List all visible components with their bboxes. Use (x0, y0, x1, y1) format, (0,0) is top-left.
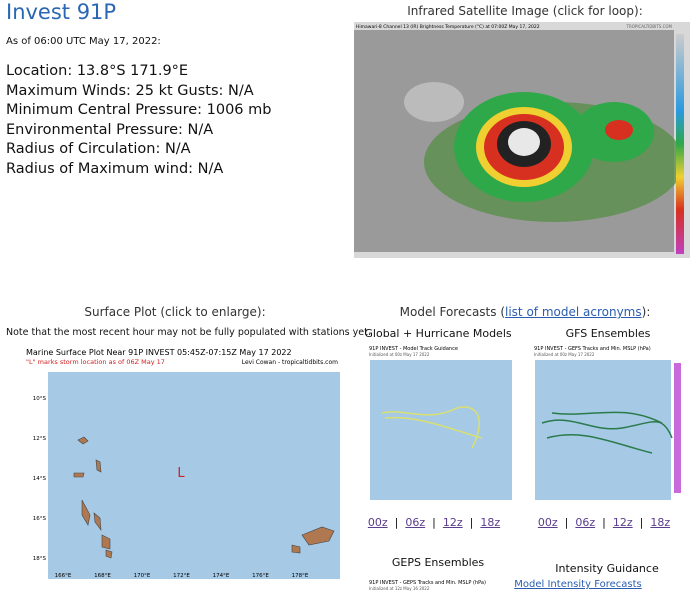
model-image[interactable]: 91P INVEST - Model Track GuidanceInitial… (367, 343, 515, 508)
satellite-image[interactable]: Himawari-8 Channel 13 (IR) Brightness Te… (354, 22, 690, 258)
lon-label: 178°E (292, 573, 309, 579)
page-title: Invest 91P (6, 0, 117, 24)
as-of: As of 06:00 UTC May 17, 2022: (6, 36, 161, 47)
intensity-link[interactable]: Model Intensity Forecasts (514, 579, 642, 590)
lat-label: 18°S (33, 556, 47, 562)
lat-label: 16°S (33, 516, 47, 522)
geps-image[interactable]: 91P INVEST - GEPS Tracks and Min. MSLP (… (367, 577, 515, 593)
storm-marker: L (177, 466, 185, 481)
geps-image-title: 91P INVEST - GEPS Tracks and Min. MSLP (… (369, 580, 486, 586)
map (535, 360, 671, 500)
model-image[interactable]: 91P INVEST - GEFS Tracks and Min. MSLP (… (532, 343, 686, 508)
details: Location: 13.8°S 171.9°E Maximum Winds: 2… (6, 62, 271, 179)
map (370, 360, 512, 500)
models-heading-suffix: ): (641, 305, 651, 319)
detail-line: Environmental Pressure: N/A (6, 121, 214, 138)
run-link[interactable]: 06z (405, 516, 426, 529)
image-title: 91P INVEST - Model Track Guidance (369, 346, 458, 352)
separator: | (432, 516, 436, 529)
separator: | (469, 516, 474, 529)
lon-label: 172°E (173, 573, 190, 579)
surface-note: Note that the most recent hour may not b… (6, 327, 371, 338)
model-acronyms-link[interactable]: list of model acronyms (505, 305, 642, 319)
run-link[interactable]: 12z (612, 516, 633, 529)
satellite-heading: Infrared Satellite Image (click for loop… (407, 4, 643, 18)
separator: | (639, 516, 644, 529)
separator: | (602, 516, 606, 529)
image-subtitle: Initialized at 00z May 17 2022 (534, 352, 595, 357)
separator: | (564, 516, 569, 529)
intensity-title: Intensity Guidance (555, 562, 659, 575)
detail-line: Location: 13.8°S 171.9°E (6, 63, 189, 79)
surface-plot[interactable]: Marine Surface Plot Near 91P INVEST 05:4… (22, 345, 340, 583)
run-link[interactable]: 06z (575, 516, 596, 529)
satellite-credit: TROPICALTIDBITS.COM (626, 24, 673, 29)
lat-label: 10°S (33, 396, 47, 402)
lon-label: 176°E (252, 573, 269, 579)
run-link[interactable]: 18z (480, 516, 501, 529)
lon-label: 170°E (134, 573, 151, 579)
run-link[interactable]: 00z (367, 516, 388, 529)
run-link[interactable]: 18z (650, 516, 671, 529)
detail-line: Maximum Winds: 25 kt Gusts: N/A (6, 82, 254, 99)
surface-plot-subtitle: "L" marks storm location as of 06Z May 1… (26, 358, 165, 366)
lon-label: 166°E (55, 573, 72, 579)
lon-label: 168°E (94, 573, 111, 579)
surface-heading: Surface Plot (click to enlarge): (84, 305, 266, 319)
surface-credit: Levi Cowan - tropicaltidbits.com (242, 359, 338, 366)
colorbar (674, 363, 681, 493)
run-links: 00z | 06z | 12z | 18z (538, 516, 670, 529)
lat-label: 14°S (33, 476, 47, 482)
run-links: 00z | 06z | 12z | 18z (368, 516, 500, 529)
geps-title: GEPS Ensembles (391, 556, 485, 569)
satellite-caption: Himawari-8 Channel 13 (IR) Brightness Te… (356, 24, 540, 30)
detail-line: Radius of Circulation: N/A (6, 141, 191, 157)
lat-label: 12°S (33, 436, 47, 442)
image-title: 91P INVEST - GEFS Tracks and Min. MSLP (… (534, 346, 651, 352)
tracks (541, 411, 673, 454)
models-heading: Model Forecasts (list of model acronyms)… (400, 305, 651, 319)
surface-plot-title: Marine Surface Plot Near 91P INVEST 05:4… (26, 348, 292, 357)
separator: | (394, 516, 399, 529)
panel-title: Global + Hurricane Models (364, 327, 512, 340)
tracks (381, 406, 483, 449)
models-heading-prefix: Model Forecasts ( (399, 305, 506, 319)
geps-image-subtitle: Initialized at 12z May 16 2022 (369, 586, 430, 591)
image-subtitle: Initialized at 00z May 17 2022 (369, 352, 430, 357)
detail-line: Minimum Central Pressure: 1006 mb (6, 102, 272, 118)
detail-line: Radius of Maximum wind: N/A (6, 160, 224, 177)
run-link[interactable]: 12z (442, 516, 463, 529)
panel-title: GFS Ensembles (565, 327, 651, 340)
run-link[interactable]: 00z (537, 516, 558, 529)
lon-label: 174°E (213, 573, 230, 579)
